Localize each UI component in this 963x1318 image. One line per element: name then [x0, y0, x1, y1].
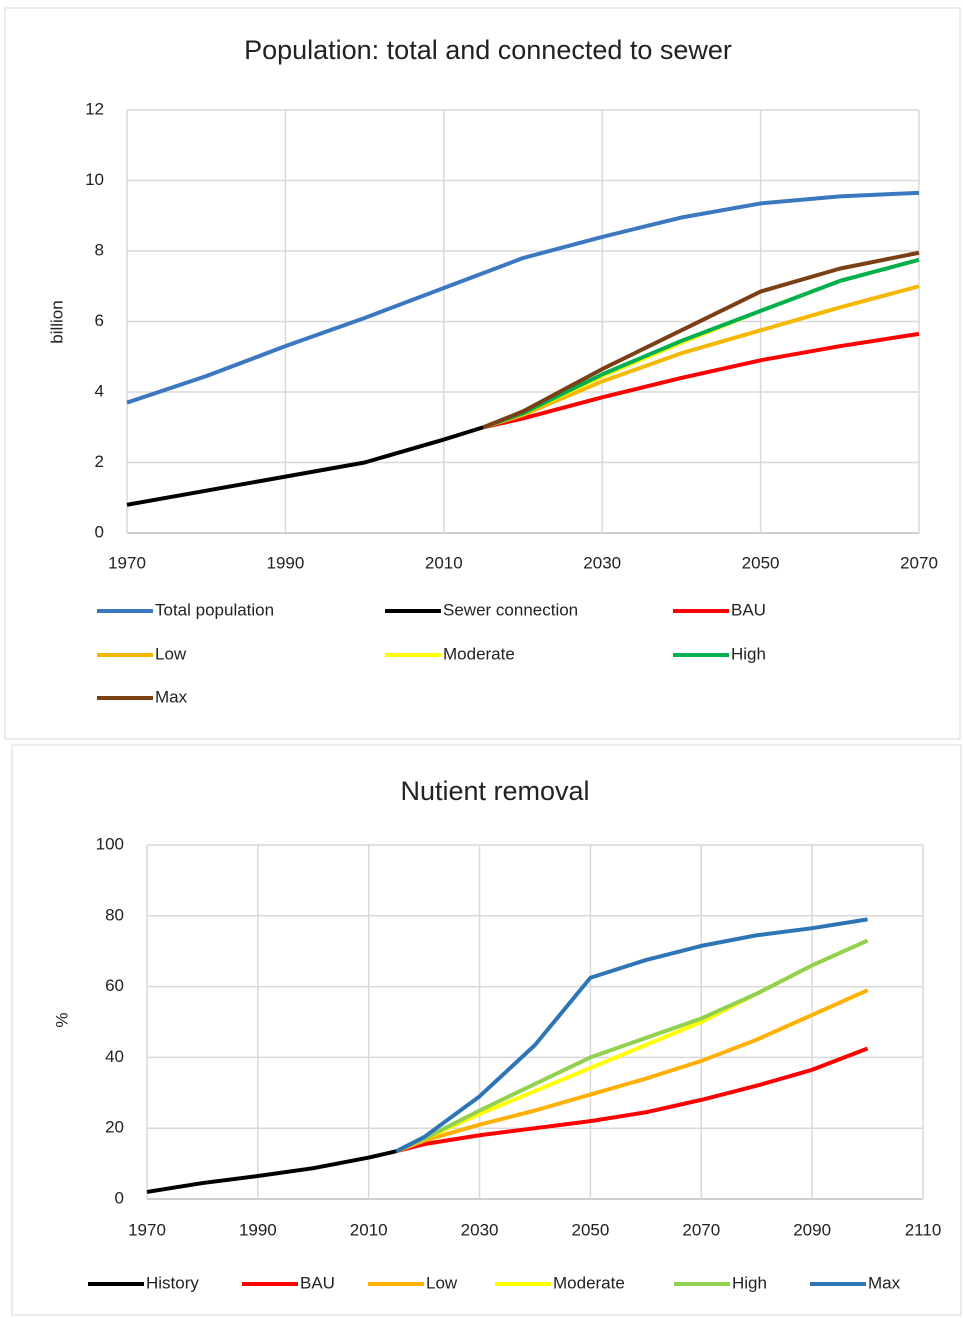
data-line — [395, 917, 868, 1153]
x-tick-label: 2050 — [742, 553, 780, 572]
x-tick-label: 2110 — [905, 1220, 942, 1239]
data-line — [126, 425, 484, 507]
legend-label: Low — [155, 644, 187, 663]
legend-label: Moderate — [553, 1273, 625, 1292]
y-tick-label: 60 — [105, 976, 124, 995]
y-tick-label: 40 — [105, 1047, 124, 1066]
panel — [11, 744, 962, 1316]
legend-label: High — [732, 1273, 767, 1292]
legend-label: History — [146, 1273, 199, 1292]
x-tick-label: 1970 — [128, 1220, 166, 1239]
chart-title: Nutient removal — [400, 776, 589, 806]
data-line — [126, 190, 920, 405]
y-tick-label: 10 — [85, 170, 104, 189]
chart-title: Population: total and connected to sewer — [244, 35, 732, 65]
data-line — [395, 988, 869, 1154]
legend-label: High — [731, 644, 766, 663]
data-line — [395, 938, 869, 1154]
y-tick-label: 6 — [95, 311, 104, 330]
x-tick-label: 2010 — [350, 1220, 388, 1239]
x-tick-label: 2030 — [461, 1220, 499, 1239]
x-tick-label: 2070 — [900, 553, 938, 572]
x-tick-label: 2070 — [682, 1220, 720, 1239]
legend-label: Max — [868, 1273, 901, 1292]
x-tick-label: 1970 — [108, 553, 146, 572]
y-tick-label: 100 — [96, 834, 124, 853]
data-line — [395, 1046, 869, 1154]
legend-label: BAU — [731, 600, 766, 619]
y-tick-label: 0 — [115, 1188, 124, 1207]
y-axis-label: billion — [47, 300, 66, 343]
legend-label: Low — [426, 1273, 458, 1292]
x-tick-label: 2050 — [572, 1220, 610, 1239]
legend-label: Sewer connection — [443, 600, 578, 619]
y-tick-label: 12 — [85, 99, 104, 118]
y-tick-label: 8 — [95, 240, 104, 259]
x-tick-label: 1990 — [239, 1220, 277, 1239]
y-tick-label: 2 — [95, 452, 104, 471]
y-tick-label: 0 — [95, 522, 104, 541]
panel — [4, 7, 961, 740]
data-line — [482, 250, 920, 430]
x-tick-label: 2010 — [425, 553, 463, 572]
legend-label: Total population — [155, 600, 274, 619]
x-tick-label: 2090 — [793, 1220, 831, 1239]
legend-label: Max — [155, 687, 188, 706]
legend-label: BAU — [300, 1273, 335, 1292]
y-tick-label: 4 — [95, 381, 104, 400]
data-line — [146, 1149, 397, 1194]
data-line — [482, 331, 920, 430]
y-tick-label: 80 — [105, 905, 124, 924]
y-axis-label: % — [52, 1012, 71, 1027]
legend-label: Moderate — [443, 644, 515, 663]
y-tick-label: 20 — [105, 1118, 124, 1137]
x-tick-label: 1990 — [266, 553, 304, 572]
x-tick-label: 2030 — [583, 553, 621, 572]
